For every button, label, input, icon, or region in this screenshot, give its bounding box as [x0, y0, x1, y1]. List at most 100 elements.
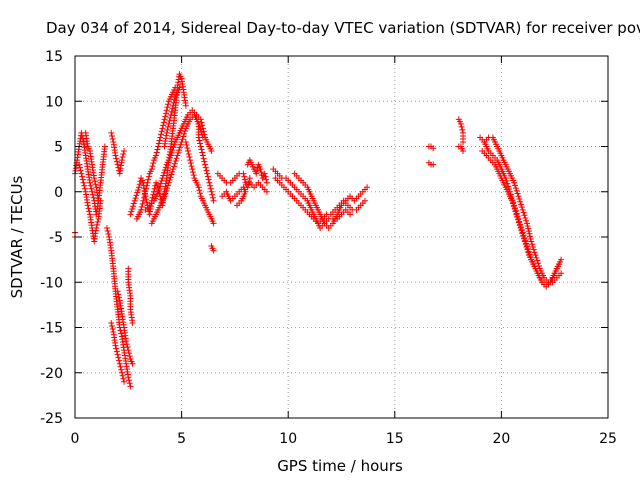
data-point: [177, 141, 184, 148]
data-point: [523, 220, 530, 227]
data-point: [460, 138, 467, 145]
data-point: [185, 151, 192, 158]
data-point: [524, 246, 531, 253]
data-point: [165, 179, 172, 186]
data-point: [190, 172, 197, 179]
data-point: [522, 241, 529, 248]
data-point: [164, 104, 171, 111]
data-point: [257, 166, 264, 173]
data-point: [125, 374, 132, 381]
data-point: [126, 353, 133, 360]
data-point: [517, 224, 524, 231]
data-point: [76, 161, 83, 168]
x-axis-label: GPS time / hours: [277, 457, 403, 475]
data-point: [196, 187, 203, 194]
data-point: [113, 158, 120, 165]
data-point: [520, 209, 527, 216]
data-point: [153, 152, 160, 159]
data-point: [521, 238, 528, 245]
data-point: [81, 182, 88, 189]
chart-title: Day 034 of 2014, Sidereal Day-to-day VTE…: [46, 19, 640, 37]
data-point: [143, 182, 150, 189]
data-point: [154, 146, 161, 153]
data-point: [124, 344, 131, 351]
data-point: [169, 105, 176, 112]
data-point: [123, 341, 130, 348]
data-point: [189, 166, 196, 173]
data-point: [430, 145, 437, 152]
y-tick-label: 10: [45, 94, 63, 110]
data-point: [168, 149, 175, 156]
data-point: [126, 380, 133, 387]
data-point: [112, 342, 119, 349]
data-point: [157, 134, 164, 141]
data-point: [518, 227, 525, 234]
data-point: [171, 96, 178, 103]
data-point: [186, 154, 193, 161]
data-point: [188, 163, 195, 170]
data-point: [515, 216, 522, 223]
data-point: [241, 173, 248, 180]
data-point: [162, 113, 169, 120]
data-point: [202, 161, 209, 168]
data-point: [129, 319, 136, 326]
data-point: [138, 203, 145, 210]
data-point: [515, 193, 522, 200]
data-point: [199, 149, 206, 156]
data-point: [118, 330, 125, 337]
data-point: [168, 171, 175, 178]
data-point: [149, 163, 156, 170]
data-point: [115, 354, 122, 361]
data-point: [162, 110, 169, 117]
y-tick-label: 15: [45, 49, 63, 65]
data-point: [180, 133, 187, 140]
data-point: [263, 179, 270, 186]
data-point: [161, 167, 168, 174]
data-point: [258, 169, 265, 176]
data-point: [182, 102, 189, 109]
data-point: [207, 182, 214, 189]
data-point: [135, 184, 142, 191]
data-point: [159, 125, 166, 132]
data-point: [143, 185, 150, 192]
data-point: [86, 179, 93, 186]
y-tick-label: -15: [40, 321, 63, 337]
data-point: [129, 203, 136, 210]
data-point: [459, 126, 466, 133]
data-point: [114, 351, 121, 358]
data-point: [159, 175, 166, 182]
y-tick-label: 5: [54, 140, 63, 156]
data-point: [189, 169, 196, 176]
data-point: [196, 137, 203, 144]
data-point: [85, 205, 92, 212]
data-point: [142, 188, 149, 195]
y-tick-label: 0: [54, 185, 63, 201]
data-point: [174, 152, 181, 159]
data-point: [531, 249, 538, 256]
data-point: [113, 348, 120, 355]
data-point: [261, 170, 268, 177]
data-point: [145, 176, 152, 183]
data-point: [78, 170, 85, 177]
data-point: [520, 233, 527, 240]
data-point: [155, 188, 162, 195]
data-point: [156, 137, 163, 144]
x-tick-label: 20: [492, 431, 510, 447]
data-point: [184, 145, 191, 152]
data-point: [524, 223, 531, 230]
data-point: [123, 338, 130, 345]
data-point: [116, 294, 123, 301]
data-point: [210, 220, 217, 227]
data-point: [89, 188, 96, 195]
data-point: [364, 184, 371, 191]
data-point: [121, 148, 128, 155]
data-point: [208, 188, 215, 195]
data-point: [92, 181, 99, 188]
data-point: [202, 164, 209, 171]
data-point: [204, 170, 211, 177]
data-point: [240, 170, 247, 177]
data-point: [519, 206, 526, 213]
data-point: [91, 178, 98, 185]
data-point: [172, 157, 179, 164]
data-point: [153, 149, 160, 156]
